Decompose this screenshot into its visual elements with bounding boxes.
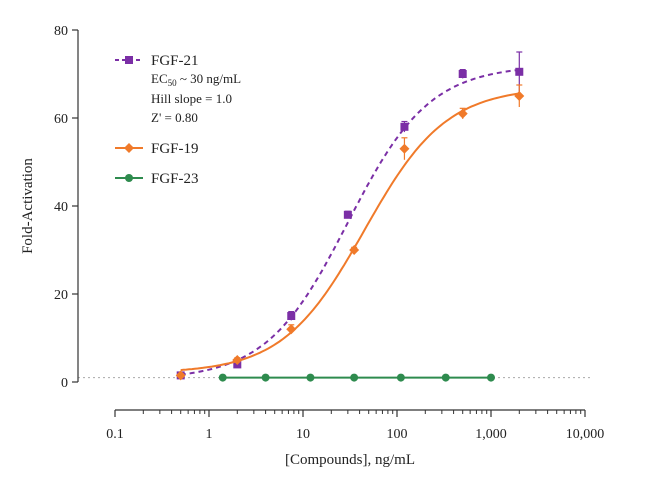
point-fgf-23-6	[487, 373, 495, 382]
hill-slope-annotation: Hill slope = 1.0	[151, 91, 232, 106]
z-prime-annotation: Z' = 0.80	[151, 110, 198, 125]
ec50-value: ~ 30 ng/mL	[177, 71, 242, 86]
y-tick-label-60: 60	[54, 112, 68, 127]
point-fgf-19-1	[232, 355, 243, 365]
point-fgf-23-5	[441, 373, 450, 382]
x-tick-label-1: 1	[206, 427, 213, 442]
point-fgf-21-6	[515, 67, 524, 76]
ec50-annotation: EC50 ~ 30 ng/mL	[151, 71, 241, 88]
legend-marker-shape	[125, 56, 133, 64]
point-fgf-19-2	[286, 324, 297, 335]
point-fgf-21-5	[458, 70, 467, 78]
point-fgf-19-6	[514, 91, 525, 101]
x-tick-label-5: 10,000	[566, 427, 605, 442]
axes: 0 20 40 60 80 Fold-Activation 0.1 1 10 100 1,000 10…	[20, 24, 604, 468]
point-fgf-19-4	[399, 143, 410, 154]
y-tick-label-0: 0	[61, 376, 68, 391]
legend-entry-fgf-23: FGF-23	[115, 171, 199, 187]
x-tick-label-0: 0.1	[106, 427, 124, 442]
ec50-subscript: 50	[168, 78, 178, 88]
legend-marker-fgf-23	[125, 174, 133, 182]
point-fgf-23-3	[350, 373, 359, 382]
legend-marker-fgf-19	[124, 143, 134, 153]
x-axis-title: [Compounds], ng/mL	[285, 452, 415, 468]
legend: FGF-21 EC50 ~ 30 ng/mL Hill slope = 1.0 …	[115, 53, 241, 187]
legend-marker-shape	[125, 174, 133, 182]
legend-label-fgf-21: FGF-21	[151, 53, 199, 69]
legend-label-fgf-19: FGF-19	[151, 141, 199, 157]
y-tick-label-80: 80	[54, 24, 68, 39]
point-fgf-19-0	[175, 370, 186, 381]
y-axis-title: Fold-Activation	[20, 158, 36, 254]
point-fgf-23-2	[306, 373, 315, 382]
legend-entry-fgf-19: FGF-19	[115, 141, 199, 157]
y-tick-label-40: 40	[54, 200, 68, 215]
curve-fgf-21	[180, 68, 520, 376]
point-fgf-23-1	[261, 373, 270, 382]
point-fgf-19-5	[457, 108, 468, 119]
series-fgf-19	[175, 84, 525, 381]
y-tick-label-20: 20	[54, 288, 68, 303]
point-fgf-21-3	[343, 210, 352, 219]
legend-entry-fgf-21: FGF-21 EC50 ~ 30 ng/mL Hill slope = 1.0 …	[115, 53, 241, 125]
legend-label-fgf-23: FGF-23	[151, 171, 199, 187]
plot-area	[78, 51, 590, 382]
series-fgf-23	[218, 373, 495, 382]
point-fgf-21-2	[287, 312, 296, 320]
curve-fgf-19	[180, 92, 520, 372]
point-fgf-23-0	[218, 373, 227, 382]
x-tick-label-2: 10	[296, 427, 310, 442]
legend-marker-shape	[124, 143, 134, 153]
x-tick-label-3: 100	[387, 427, 408, 442]
point-fgf-23-4	[396, 373, 405, 382]
ec50-prefix: EC	[151, 71, 168, 86]
x-tick-label-4: 1,000	[475, 427, 507, 442]
point-fgf-19-3	[349, 245, 360, 255]
legend-marker-fgf-21	[125, 56, 133, 64]
point-fgf-21-4	[400, 122, 409, 131]
